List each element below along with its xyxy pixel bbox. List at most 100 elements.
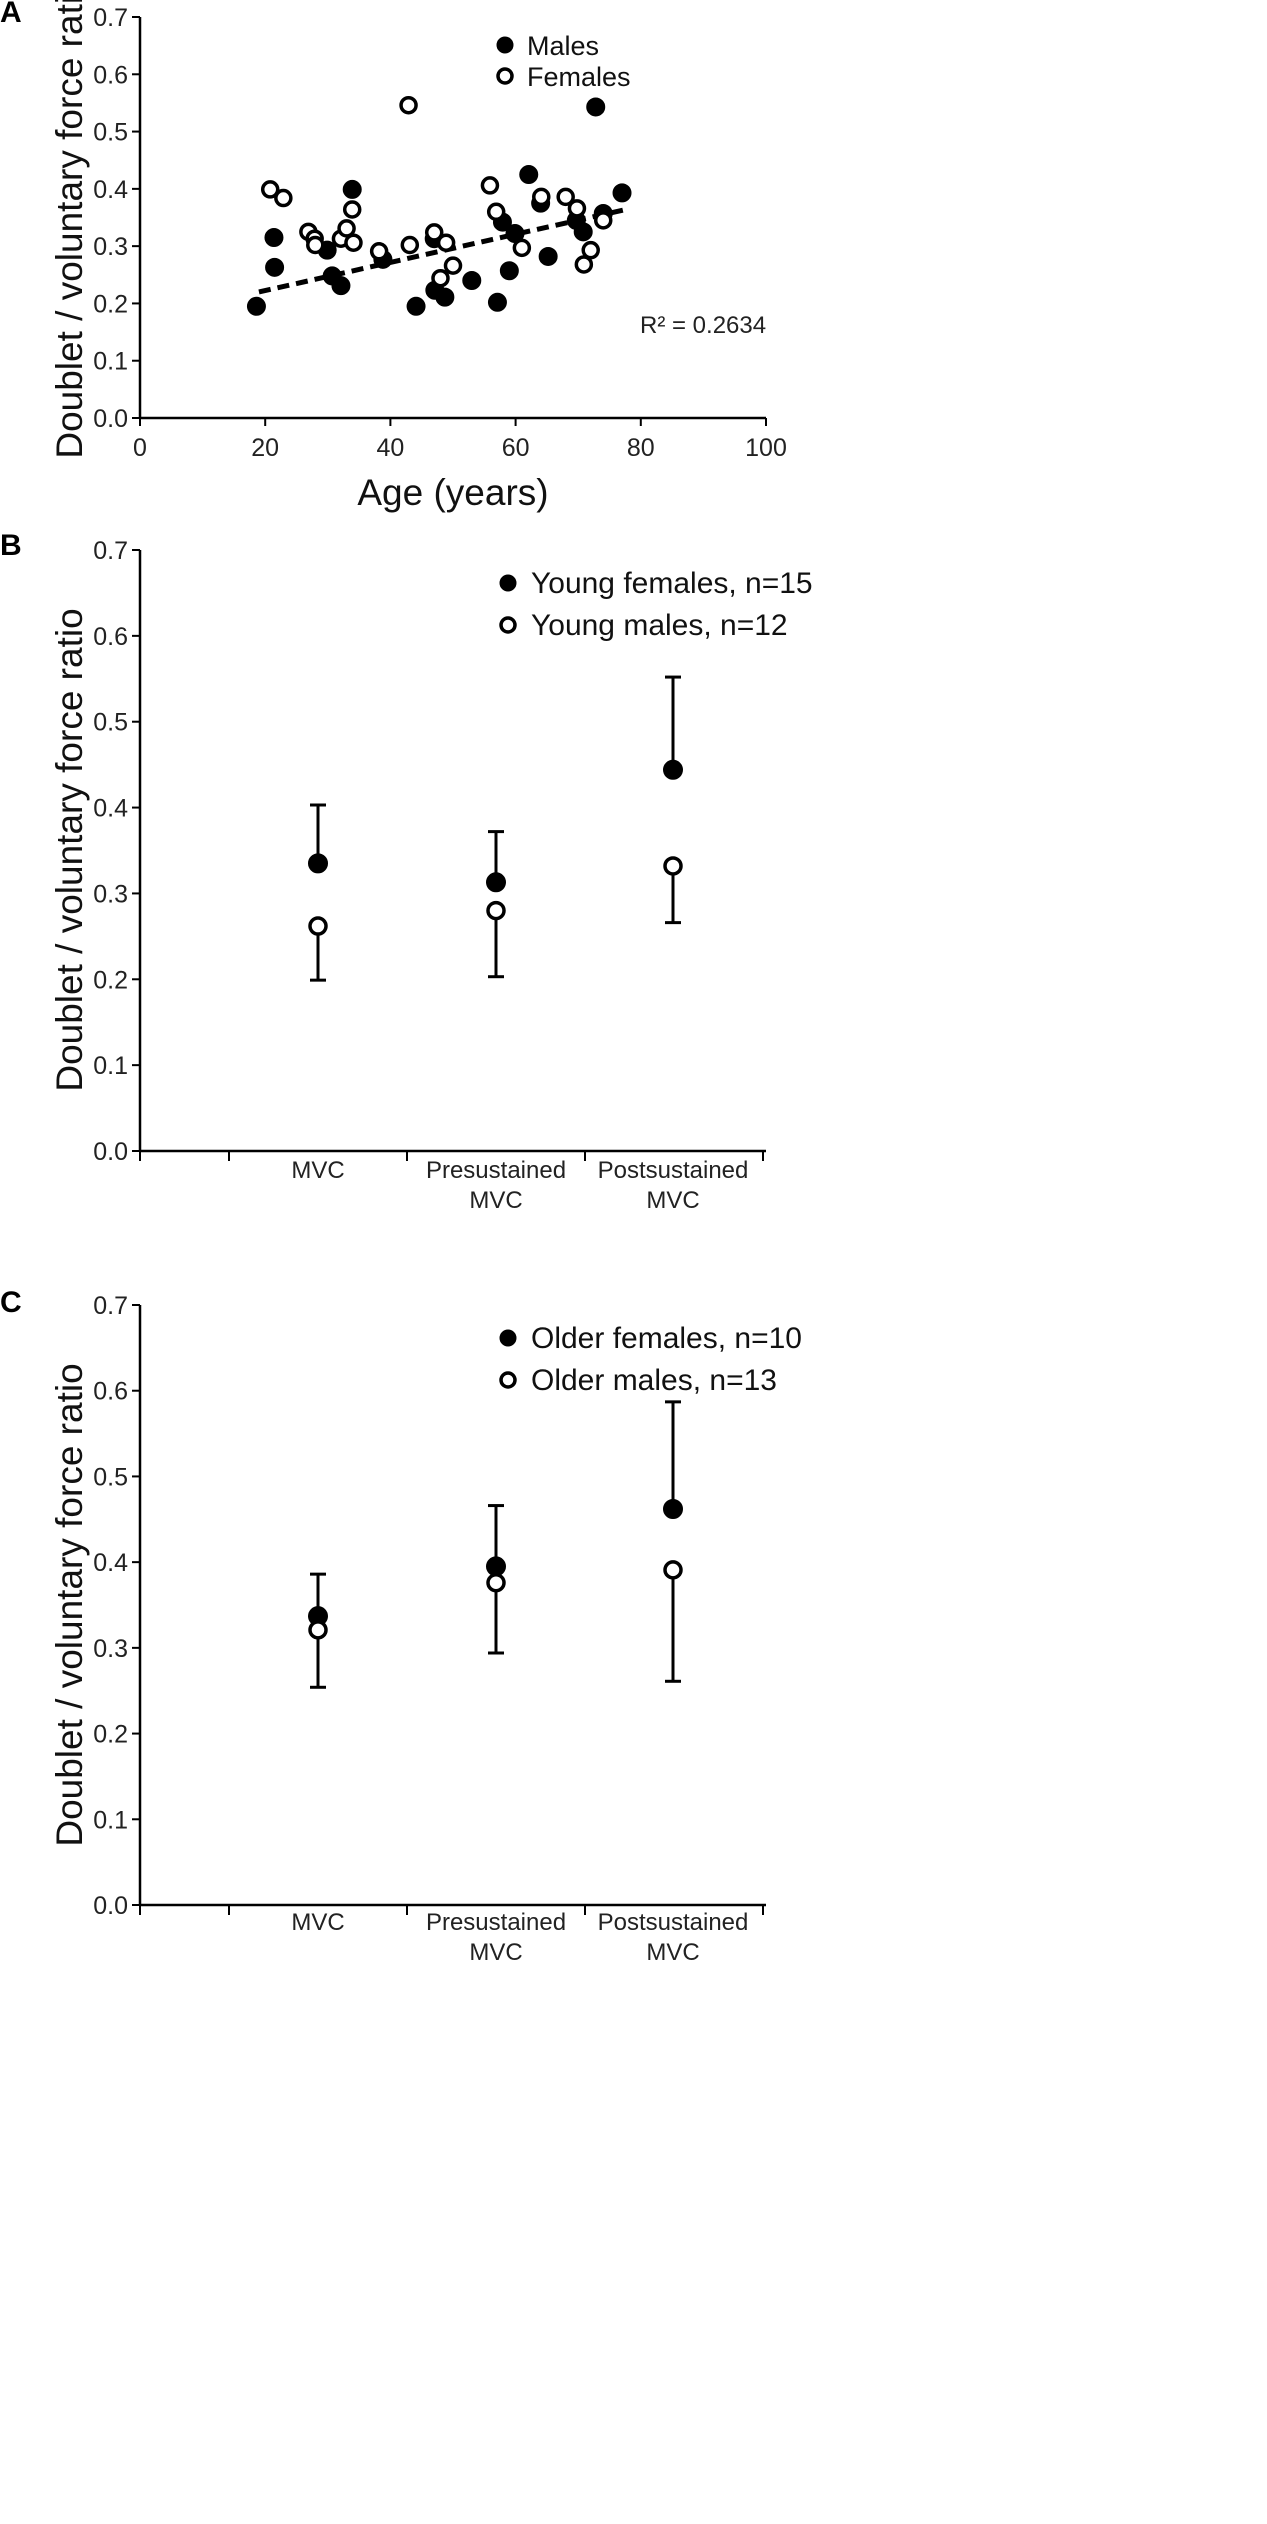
x-tick-label: 100 [745,434,787,462]
data-point-open [342,200,362,219]
x-tick-label: 20 [251,434,279,462]
x-tick-label: 60 [502,434,530,462]
panel-letter: C [0,1286,22,1319]
data-point-filled [486,872,506,893]
category-label: Presustained [426,1909,566,1936]
legend-label: Older males, n=13 [531,1364,777,1397]
data-point-open [400,235,420,255]
data-point-filled [331,276,351,296]
y-tick-label: 0.5 [93,1463,128,1491]
category-label: Postsustained [598,1157,749,1184]
y-tick-label: 0.2 [93,1721,128,1749]
data-point-open [663,1560,683,1580]
data-point-open [532,187,551,207]
legend-label: Young females, n=15 [531,567,813,600]
data-point-open [308,1620,328,1640]
data-point-filled [663,1499,683,1519]
y-tick-label: 0.2 [93,290,128,318]
category-label: MVC [291,1157,344,1184]
data-point-filled [462,271,482,291]
y-tick-label: 0.4 [93,1549,128,1577]
trendline [258,206,629,295]
data-point-open [436,233,456,252]
legend-label: Males [527,31,599,61]
data-point-open [486,900,506,921]
data-point-filled [663,759,683,780]
category-label: MVC [291,1909,344,1936]
legend-marker-filled [496,36,514,54]
panel-letter: B [0,529,22,562]
data-point-filled [573,222,593,242]
data-point-open [663,856,683,876]
data-point-open [306,235,325,255]
data-point-open [486,202,506,222]
y-axis-title: Doublet / voluntary force ratio [49,1363,90,1846]
y-tick-label: 0.6 [93,623,128,651]
data-point-filled [406,296,426,316]
data-point-open [512,238,532,258]
category-label: Presustained [426,1157,566,1184]
category-label: MVC [469,1187,522,1214]
legend-label: Older females, n=10 [531,1322,802,1355]
y-tick-label: 0.3 [93,1635,128,1663]
legend-marker-open [499,616,517,634]
data-point-filled [308,853,328,874]
y-tick-label: 0.5 [93,119,128,147]
y-tick-label: 0.7 [93,4,128,32]
y-tick-label: 0.7 [93,1292,128,1320]
category-label: MVC [646,1939,699,1966]
panel-c: C 0.0 0.1 0.2 0.3 0.4 0.5 0.6 0.7 Doublet / volun… [0,1286,802,1966]
data-point-open [593,211,613,230]
data-point-filled [519,165,539,185]
y-tick-label: 0.1 [93,348,128,376]
y-tick-label: 0.0 [93,1138,128,1166]
data-point-open [567,199,587,218]
data-point-filled [538,246,558,266]
category-label: MVC [646,1187,699,1214]
data-point-open [337,219,356,238]
y-tick-label: 0.6 [93,61,128,89]
y-tick-label: 0.0 [93,1892,128,1920]
data-point-filled [586,97,606,117]
data-point-open [424,223,444,242]
data-point-filled [264,228,284,248]
y-tick-label: 0.3 [93,880,128,908]
y-axis-title: Doublet / voluntary force ratio [49,0,90,459]
x-tick-label: 40 [376,434,404,462]
panel-letter: A [0,0,22,29]
data-point-open [369,242,389,261]
x-tick-label: 0 [133,434,147,462]
y-tick-label: 0.5 [93,709,128,737]
r-squared-label: R² = 0.2634 [640,312,766,339]
legend-marker-filled [499,1329,517,1347]
panel-b: B 0.0 0.1 0.2 0.3 0.4 0.5 0.6 0.7 Doublet / volun… [0,529,813,1214]
y-tick-label: 0.3 [93,233,128,261]
category-label: MVC [469,1939,522,1966]
data-point-filled [265,257,285,277]
data-point-open [486,1572,506,1593]
data-point-open [431,268,450,288]
legend-marker-open [499,1371,517,1389]
data-point-filled [342,179,362,199]
data-point-open [556,187,575,207]
y-tick-label: 0.1 [93,1806,128,1834]
y-tick-label: 0.7 [93,537,128,565]
y-tick-label: 0.2 [93,966,128,994]
y-tick-label: 0.1 [93,1052,128,1080]
data-point-open [581,240,600,260]
y-tick-label: 0.6 [93,1378,128,1406]
y-tick-label: 0.0 [93,405,128,433]
legend-label: Young males, n=12 [531,609,788,642]
y-axis-title: Doublet / voluntary force ratio [49,608,90,1091]
x-tick-label: 80 [627,434,655,462]
data-point-open [344,233,363,252]
data-point-filled [487,292,507,312]
data-point-filled [435,287,455,307]
legend-marker-filled [499,574,517,592]
x-axis-title: Age (years) [357,472,548,513]
data-point-open [399,95,418,115]
data-point-open [274,188,293,208]
data-point-filled [612,183,632,203]
